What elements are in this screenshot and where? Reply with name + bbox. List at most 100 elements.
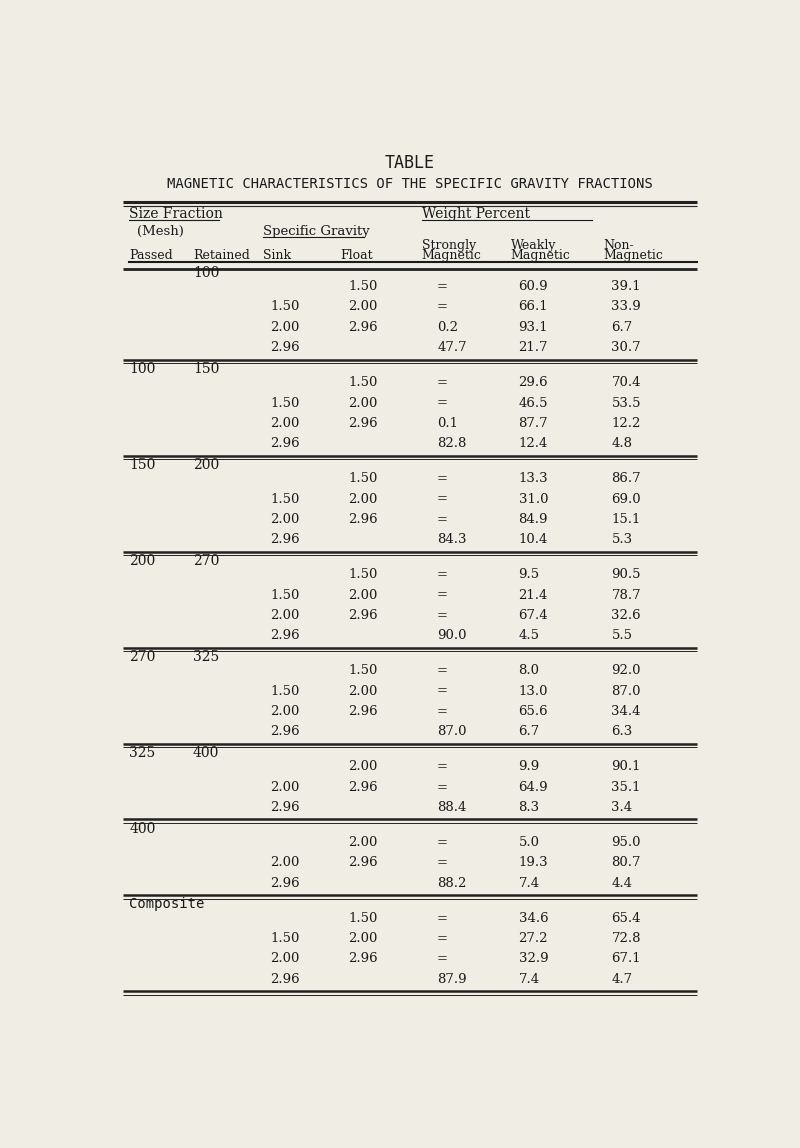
Text: 400: 400	[193, 746, 219, 760]
Text: 2.00: 2.00	[270, 953, 300, 965]
Text: 1.50: 1.50	[348, 568, 378, 581]
Text: 34.6: 34.6	[518, 912, 548, 925]
Text: 65.4: 65.4	[611, 912, 641, 925]
Text: 69.0: 69.0	[611, 492, 641, 505]
Text: 2.96: 2.96	[270, 437, 300, 450]
Text: 7.4: 7.4	[518, 972, 540, 986]
Text: 2.96: 2.96	[348, 608, 378, 622]
Text: 2.00: 2.00	[348, 589, 378, 602]
Text: 1.50: 1.50	[348, 912, 378, 925]
Text: 88.2: 88.2	[437, 877, 466, 890]
Text: 29.6: 29.6	[518, 377, 548, 389]
Text: Magnetic: Magnetic	[422, 249, 482, 263]
Text: =: =	[437, 856, 448, 869]
Text: 8.3: 8.3	[518, 801, 540, 814]
Text: 2.96: 2.96	[348, 705, 378, 718]
Text: 150: 150	[130, 458, 156, 472]
Text: Magnetic: Magnetic	[604, 249, 664, 263]
Text: 0.2: 0.2	[437, 320, 458, 334]
Text: 64.9: 64.9	[518, 781, 548, 793]
Text: 87.9: 87.9	[437, 972, 466, 986]
Text: 87.7: 87.7	[518, 417, 548, 429]
Text: 30.7: 30.7	[611, 341, 641, 354]
Text: 325: 325	[130, 746, 156, 760]
Text: =: =	[437, 377, 448, 389]
Text: 87.0: 87.0	[437, 726, 466, 738]
Text: 2.00: 2.00	[270, 417, 300, 429]
Text: 4.8: 4.8	[611, 437, 633, 450]
Text: Float: Float	[340, 249, 373, 263]
Text: =: =	[437, 568, 448, 581]
Text: =: =	[437, 301, 448, 313]
Text: 2.00: 2.00	[270, 856, 300, 869]
Text: 1.50: 1.50	[348, 377, 378, 389]
Text: 90.0: 90.0	[437, 629, 466, 642]
Text: 6.7: 6.7	[611, 320, 633, 334]
Text: 39.1: 39.1	[611, 280, 641, 293]
Text: 2.96: 2.96	[348, 320, 378, 334]
Text: 0.1: 0.1	[437, 417, 458, 429]
Text: 88.4: 88.4	[437, 801, 466, 814]
Text: =: =	[437, 781, 448, 793]
Text: 4.7: 4.7	[611, 972, 633, 986]
Text: 9.9: 9.9	[518, 760, 540, 774]
Text: =: =	[437, 280, 448, 293]
Text: 2.96: 2.96	[348, 856, 378, 869]
Text: Magnetic: Magnetic	[510, 249, 570, 263]
Text: 95.0: 95.0	[611, 836, 641, 850]
Text: 270: 270	[130, 650, 156, 664]
Text: 27.2: 27.2	[518, 932, 548, 945]
Text: 1.50: 1.50	[270, 301, 300, 313]
Text: 2.00: 2.00	[348, 836, 378, 850]
Text: 2.96: 2.96	[270, 726, 300, 738]
Text: 2.00: 2.00	[270, 781, 300, 793]
Text: 5.0: 5.0	[518, 836, 539, 850]
Text: 100: 100	[130, 362, 156, 375]
Text: Weight Percent: Weight Percent	[422, 207, 530, 220]
Text: Non-: Non-	[604, 240, 634, 253]
Text: 270: 270	[193, 553, 219, 568]
Text: =: =	[437, 589, 448, 602]
Text: 1.50: 1.50	[270, 492, 300, 505]
Text: =: =	[437, 608, 448, 622]
Text: 65.6: 65.6	[518, 705, 548, 718]
Text: 2.00: 2.00	[348, 760, 378, 774]
Text: 8.0: 8.0	[518, 665, 539, 677]
Text: 9.5: 9.5	[518, 568, 540, 581]
Text: 2.00: 2.00	[348, 301, 378, 313]
Text: 21.7: 21.7	[518, 341, 548, 354]
Text: 2.96: 2.96	[348, 953, 378, 965]
Text: 2.96: 2.96	[270, 801, 300, 814]
Text: 2.00: 2.00	[270, 513, 300, 526]
Text: 5.5: 5.5	[611, 629, 633, 642]
Text: 100: 100	[193, 265, 219, 280]
Text: 2.00: 2.00	[348, 492, 378, 505]
Text: 1.50: 1.50	[348, 472, 378, 486]
Text: 2.00: 2.00	[348, 396, 378, 410]
Text: 47.7: 47.7	[437, 341, 466, 354]
Text: 12.4: 12.4	[518, 437, 548, 450]
Text: Retained: Retained	[193, 249, 250, 263]
Text: 19.3: 19.3	[518, 856, 548, 869]
Text: =: =	[437, 472, 448, 486]
Text: 93.1: 93.1	[518, 320, 548, 334]
Text: 2.00: 2.00	[348, 932, 378, 945]
Text: 10.4: 10.4	[518, 533, 548, 546]
Text: 1.50: 1.50	[270, 589, 300, 602]
Text: =: =	[437, 932, 448, 945]
Text: 84.9: 84.9	[518, 513, 548, 526]
Text: Passed: Passed	[130, 249, 173, 263]
Text: 21.4: 21.4	[518, 589, 548, 602]
Text: 2.96: 2.96	[270, 341, 300, 354]
Text: 2.00: 2.00	[270, 608, 300, 622]
Text: =: =	[437, 953, 448, 965]
Text: 150: 150	[193, 362, 219, 375]
Text: 200: 200	[130, 553, 156, 568]
Text: 2.96: 2.96	[270, 972, 300, 986]
Text: 2.00: 2.00	[270, 320, 300, 334]
Text: 90.5: 90.5	[611, 568, 641, 581]
Text: 92.0: 92.0	[611, 665, 641, 677]
Text: =: =	[437, 912, 448, 925]
Text: 1.50: 1.50	[348, 665, 378, 677]
Text: 12.2: 12.2	[611, 417, 641, 429]
